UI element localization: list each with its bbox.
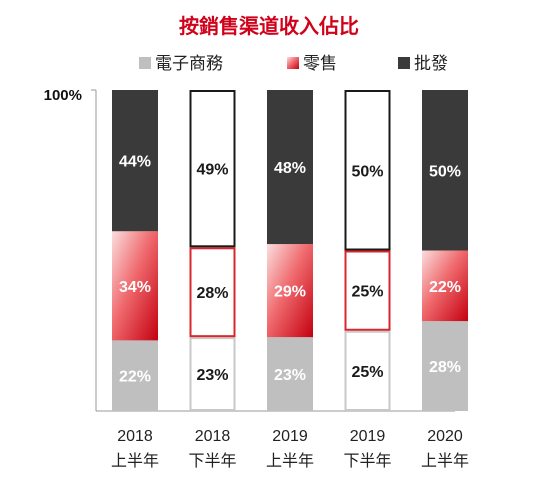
category-half-1: 下半年 (188, 452, 236, 470)
legend-label-wholesale: 批發 (414, 54, 448, 73)
bar-segment-ecommerce-3 (344, 330, 391, 411)
bar-segment-ecommerce-0 (112, 340, 158, 411)
data-label-retail-2: 29% (274, 284, 306, 301)
category-year-4: 2020 (427, 428, 463, 445)
data-label-wholesale-0: 44% (119, 154, 151, 171)
bar-segment-retail-1 (189, 247, 236, 338)
data-label-wholesale-3: 50% (351, 163, 383, 180)
bar-segment-wholesale-4 (422, 90, 468, 251)
legend-label-retail: 零售 (303, 54, 337, 73)
data-label-retail-4: 22% (429, 279, 461, 296)
bar-segment-ecommerce-4 (422, 321, 468, 411)
category-half-4: 上半年 (421, 452, 469, 470)
data-label-ecommerce-4: 28% (429, 359, 461, 376)
category-half-3: 下半年 (343, 452, 391, 470)
bar-segment-retail-4 (422, 250, 468, 322)
bar-segment-wholesale-3 (344, 90, 391, 251)
category-year-3: 2019 (350, 428, 386, 445)
data-label-ecommerce-3: 25% (351, 364, 383, 381)
bar-segment-retail-0 (112, 231, 158, 341)
bar-segment-ecommerce-2 (267, 337, 313, 411)
legend-swatch-retail (287, 57, 299, 69)
data-label-wholesale-1: 49% (196, 162, 228, 179)
category-year-2: 2019 (272, 428, 308, 445)
category-year-0: 2018 (117, 428, 153, 445)
y-tick-label-100: 100% (44, 87, 82, 104)
bars-group: 22% 34% 44% 23% 28% 49% 23% 29% 48% 25% 25% 50% 28% 2… (112, 90, 468, 412)
data-label-wholesale-4: 50% (429, 163, 461, 180)
data-label-retail-1: 28% (196, 285, 228, 302)
category-labels-group: 2018 上半年 2018 下半年 2019 上半年 2019 下半年 2020 上半年 (111, 428, 469, 470)
bar-segment-wholesale-2 (267, 90, 313, 245)
data-label-wholesale-2: 48% (274, 160, 306, 177)
chart-title: 按銷售渠道收入佔比 (179, 14, 359, 38)
legend: 電子商務 零售 批發 (139, 54, 448, 73)
data-label-ecommerce-0: 22% (119, 369, 151, 386)
legend-label-ecommerce: 電子商務 (155, 54, 223, 73)
bar-segment-wholesale-0 (112, 90, 158, 232)
bar-segment-ecommerce-1 (189, 337, 236, 412)
legend-swatch-wholesale (398, 57, 410, 69)
category-half-2: 上半年 (266, 452, 314, 470)
category-year-1: 2018 (195, 428, 231, 445)
bar-segment-retail-3 (344, 250, 391, 331)
category-half-0: 上半年 (111, 452, 159, 470)
data-label-retail-3: 25% (351, 284, 383, 301)
data-label-ecommerce-2: 23% (274, 367, 306, 384)
legend-swatch-ecommerce (139, 57, 151, 69)
data-label-ecommerce-1: 23% (196, 367, 228, 384)
data-label-retail-0: 34% (119, 279, 151, 296)
bar-segment-retail-2 (267, 244, 313, 338)
bar-segment-wholesale-1 (189, 90, 236, 248)
